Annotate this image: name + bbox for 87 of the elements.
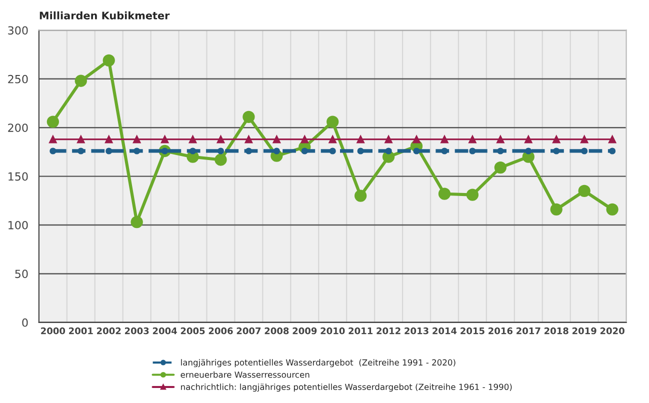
point: [578, 184, 590, 197]
x-tick-label: 2007: [236, 327, 261, 334]
x-tick-label: 2009: [292, 327, 317, 334]
x-tick-label: 2004: [152, 327, 177, 334]
y-tick-label: 50: [15, 270, 28, 278]
point: [609, 148, 616, 154]
point: [412, 135, 421, 144]
point: [300, 135, 309, 144]
point: [134, 148, 140, 154]
point: [242, 110, 255, 123]
point: [357, 148, 364, 154]
point: [356, 135, 365, 144]
x-tick-label: 2003: [124, 327, 149, 334]
point: [440, 135, 448, 144]
x-tick-label: 2018: [544, 327, 568, 334]
point: [550, 203, 562, 216]
x-tick-label: 2017: [516, 327, 540, 334]
x-tick-label: 2000: [41, 327, 66, 334]
point: [553, 148, 560, 154]
point: [438, 188, 451, 200]
y-tick-label: 150: [8, 172, 28, 181]
point: [606, 203, 618, 216]
x-tick-label: 2006: [208, 327, 233, 334]
y-tick-label: 250: [8, 74, 28, 84]
point: [188, 135, 197, 144]
x-tick-label: 2012: [376, 327, 400, 334]
point: [329, 148, 336, 154]
point: [581, 148, 588, 154]
point: [552, 135, 560, 144]
legend-label: nachrichtlich: langjähriges potentielles Wasserdargebot (Zeitreihe 1961 - 1990): [181, 384, 512, 392]
point: [441, 148, 448, 154]
point: [494, 161, 506, 174]
x-tick-label: 2020: [600, 327, 624, 334]
y-tick-label: 0: [22, 318, 28, 327]
point: [385, 148, 392, 154]
point: [74, 74, 87, 87]
point: [76, 135, 85, 144]
x-tick-label: 2011: [348, 327, 373, 334]
point: [580, 135, 588, 144]
point: [244, 135, 253, 144]
y-tick-label: 100: [8, 220, 28, 230]
point: [273, 148, 280, 154]
point: [326, 116, 339, 128]
point: [214, 154, 227, 166]
point: [328, 135, 337, 144]
point: [216, 135, 225, 144]
x-tick-label: 2013: [404, 327, 428, 334]
x-tick-label: 2016: [488, 327, 513, 334]
x-tick-label: 2001: [69, 327, 93, 334]
x-tick-label: 2005: [180, 327, 205, 334]
x-tick-label: 2014: [432, 327, 457, 334]
point: [102, 54, 115, 66]
legend-label: erneuerbare Wasserressourcen: [180, 371, 310, 378]
point: [608, 135, 616, 144]
point: [50, 148, 56, 154]
y-tick-label: 200: [8, 124, 28, 132]
point: [413, 148, 420, 154]
point: [217, 148, 224, 154]
point: [46, 116, 59, 128]
point: [466, 188, 479, 201]
x-tick-label: 2002: [97, 327, 121, 334]
point: [468, 135, 476, 144]
x-tick-label: 2008: [264, 327, 289, 334]
x-tick-label: 2019: [572, 327, 596, 334]
point: [48, 135, 57, 144]
x-tick-label: 2015: [460, 327, 484, 334]
point: [104, 135, 113, 144]
point: [78, 148, 84, 154]
point: [384, 135, 393, 144]
point: [130, 216, 143, 228]
x-tick-label: 2010: [320, 327, 345, 334]
point: [525, 148, 532, 154]
point: [524, 135, 532, 144]
point: [496, 135, 504, 144]
y-axis-title: Milliarden Kubikmeter: [40, 11, 170, 20]
point: [272, 135, 281, 144]
point: [189, 148, 196, 154]
legend-label: langjähriges potentielles Wasserdargebot (Zeitreihe 1991 - 2020): [181, 359, 456, 368]
y-tick-label: 300: [8, 26, 28, 35]
point: [132, 135, 141, 144]
point: [301, 148, 308, 154]
point: [160, 135, 169, 144]
point: [106, 148, 112, 154]
point: [354, 190, 367, 202]
point: [469, 148, 476, 154]
point: [497, 148, 504, 154]
point: [245, 148, 252, 154]
